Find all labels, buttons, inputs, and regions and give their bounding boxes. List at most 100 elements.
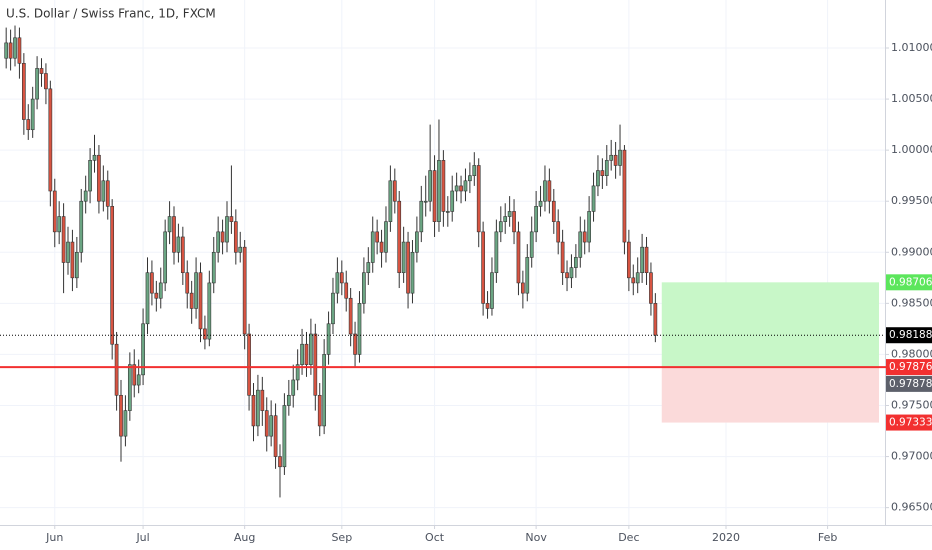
candle-body [534, 206, 538, 233]
candle-body [631, 277, 636, 284]
candle-body [498, 221, 503, 233]
x-tick-label: Aug [234, 531, 255, 544]
candle-body [622, 149, 627, 243]
candle-body [503, 216, 508, 222]
target-label-box [886, 274, 932, 291]
x-tick-label: Feb [818, 531, 837, 544]
candle-body [335, 272, 340, 294]
candle-body [141, 323, 145, 376]
candle-body [74, 251, 79, 279]
candle-body [538, 200, 543, 207]
candle-body [304, 343, 309, 365]
candle-body [468, 175, 472, 182]
marker-label-box [886, 375, 932, 392]
candle-body [154, 292, 159, 299]
candle-body [211, 251, 216, 284]
candle-body [384, 221, 388, 253]
candle-body [264, 410, 269, 437]
candle-body [490, 272, 494, 309]
candle-body [8, 42, 13, 59]
profit-zone [661, 282, 879, 368]
candle-body [582, 231, 587, 243]
candle-body [410, 251, 415, 294]
candle-body [4, 42, 9, 59]
candle-body [247, 333, 251, 396]
candle-body [92, 154, 97, 161]
candle-body [516, 231, 521, 284]
candle-body [30, 98, 35, 131]
candle-body [397, 200, 402, 274]
stop-label: 0.97333 [889, 417, 932, 429]
candle-body [370, 231, 375, 263]
candle-body [644, 246, 649, 274]
candle-body [485, 303, 490, 309]
candle-body [216, 231, 221, 253]
candle-body [110, 206, 115, 345]
candle-body [313, 333, 318, 396]
y-tick-label: 0.98500 [891, 296, 932, 309]
x-tick-label: Nov [525, 531, 547, 544]
candle-body [136, 374, 141, 386]
candle-body [415, 231, 419, 253]
y-tick-label: 0.97000 [891, 450, 932, 463]
candle-body [35, 68, 39, 100]
candle-body [348, 297, 353, 335]
candle-body [220, 231, 225, 243]
candle-body [454, 185, 459, 192]
candle-body [375, 231, 379, 243]
candle-body [189, 292, 194, 309]
entry-label-box [886, 359, 932, 376]
candle-body [225, 216, 229, 243]
marker-label: 0.97878 [889, 378, 932, 390]
candle-body [339, 272, 344, 284]
candle-body [569, 267, 574, 279]
candle-body [450, 190, 455, 212]
candle-body [66, 241, 70, 263]
candle-body [238, 246, 243, 253]
candle-body [627, 241, 631, 279]
candle-body [203, 328, 207, 340]
last-price-label-box [886, 327, 932, 344]
candle-body [97, 154, 101, 202]
candle-body [13, 37, 17, 59]
x-tick-label: Jun [45, 531, 63, 544]
candle-body [512, 211, 516, 233]
candle-body [445, 211, 450, 213]
y-tick-label: 0.96500 [891, 501, 932, 514]
candle-body [172, 216, 176, 253]
candle-body [428, 170, 432, 202]
candle-body [317, 394, 322, 427]
candle-body [39, 68, 44, 74]
candle-body [22, 63, 26, 120]
candle-body [521, 282, 525, 294]
candle-body [48, 88, 53, 192]
y-tick-label: 0.99500 [891, 194, 932, 207]
candle-body [459, 185, 463, 192]
candle-body [472, 165, 477, 176]
candle-body [167, 216, 172, 233]
candle-body [587, 211, 591, 243]
candle-body [463, 180, 468, 192]
candle-body [379, 241, 384, 253]
candle-body [198, 272, 203, 330]
last-price-label: 0.98188 [889, 329, 932, 341]
candle-body [132, 364, 137, 386]
candle-body [326, 323, 331, 355]
candle-body [233, 221, 238, 253]
candle-body [604, 160, 609, 176]
candle-body [353, 333, 357, 355]
candle-body [565, 272, 569, 279]
candle-body [543, 180, 547, 202]
x-tick-label: 2020 [712, 531, 740, 544]
candle-body [207, 282, 212, 340]
candle-body [26, 119, 31, 131]
candle-body [17, 37, 22, 64]
candle-body [547, 180, 552, 202]
candle-body [176, 236, 181, 253]
candle-body [441, 160, 446, 212]
candle-body [560, 241, 565, 274]
candle-body [578, 231, 583, 258]
candle-body [194, 272, 198, 309]
candle-body [529, 231, 534, 258]
